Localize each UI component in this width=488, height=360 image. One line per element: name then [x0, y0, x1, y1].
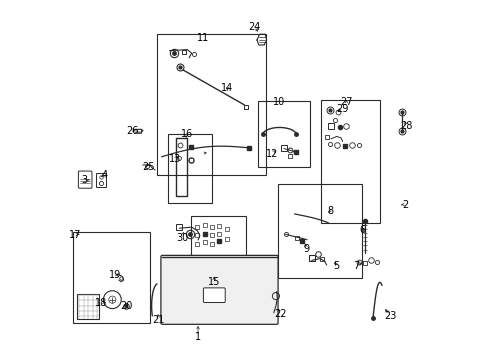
Text: 2: 2	[401, 200, 407, 210]
Text: 23: 23	[383, 311, 396, 321]
Bar	[73, 232, 149, 323]
Text: 1: 1	[195, 332, 201, 342]
Text: 7: 7	[352, 261, 358, 271]
Text: 8: 8	[326, 206, 333, 216]
Text: 11: 11	[196, 33, 208, 43]
Text: 18: 18	[95, 298, 107, 308]
Bar	[321, 100, 380, 223]
Text: 15: 15	[207, 277, 220, 287]
Text: 22: 22	[273, 309, 286, 319]
Text: 20: 20	[120, 301, 133, 311]
Text: 30: 30	[176, 233, 188, 243]
Text: 6: 6	[359, 225, 365, 235]
Bar	[157, 33, 265, 175]
Text: 16: 16	[180, 129, 192, 139]
Text: 24: 24	[248, 22, 260, 32]
Bar	[278, 184, 362, 278]
Text: 13: 13	[168, 154, 181, 164]
Bar	[77, 294, 99, 319]
Text: 21: 21	[152, 315, 164, 325]
Text: 28: 28	[399, 121, 411, 131]
Bar	[258, 102, 309, 167]
Bar	[190, 216, 246, 278]
Text: 26: 26	[125, 126, 138, 136]
Text: 25: 25	[142, 162, 154, 172]
Text: 17: 17	[68, 230, 81, 240]
FancyBboxPatch shape	[203, 288, 225, 302]
Text: 14: 14	[221, 83, 233, 93]
Text: 12: 12	[265, 149, 278, 159]
Text: 19: 19	[109, 270, 121, 280]
FancyBboxPatch shape	[161, 255, 278, 324]
Text: 4: 4	[101, 170, 107, 180]
Text: 9: 9	[302, 244, 308, 253]
Text: 29: 29	[336, 104, 348, 114]
Text: 3: 3	[81, 175, 87, 185]
Bar	[96, 173, 106, 187]
Bar	[167, 134, 212, 203]
Text: 27: 27	[339, 97, 352, 107]
Text: 10: 10	[273, 97, 285, 107]
Text: 5: 5	[333, 261, 339, 271]
